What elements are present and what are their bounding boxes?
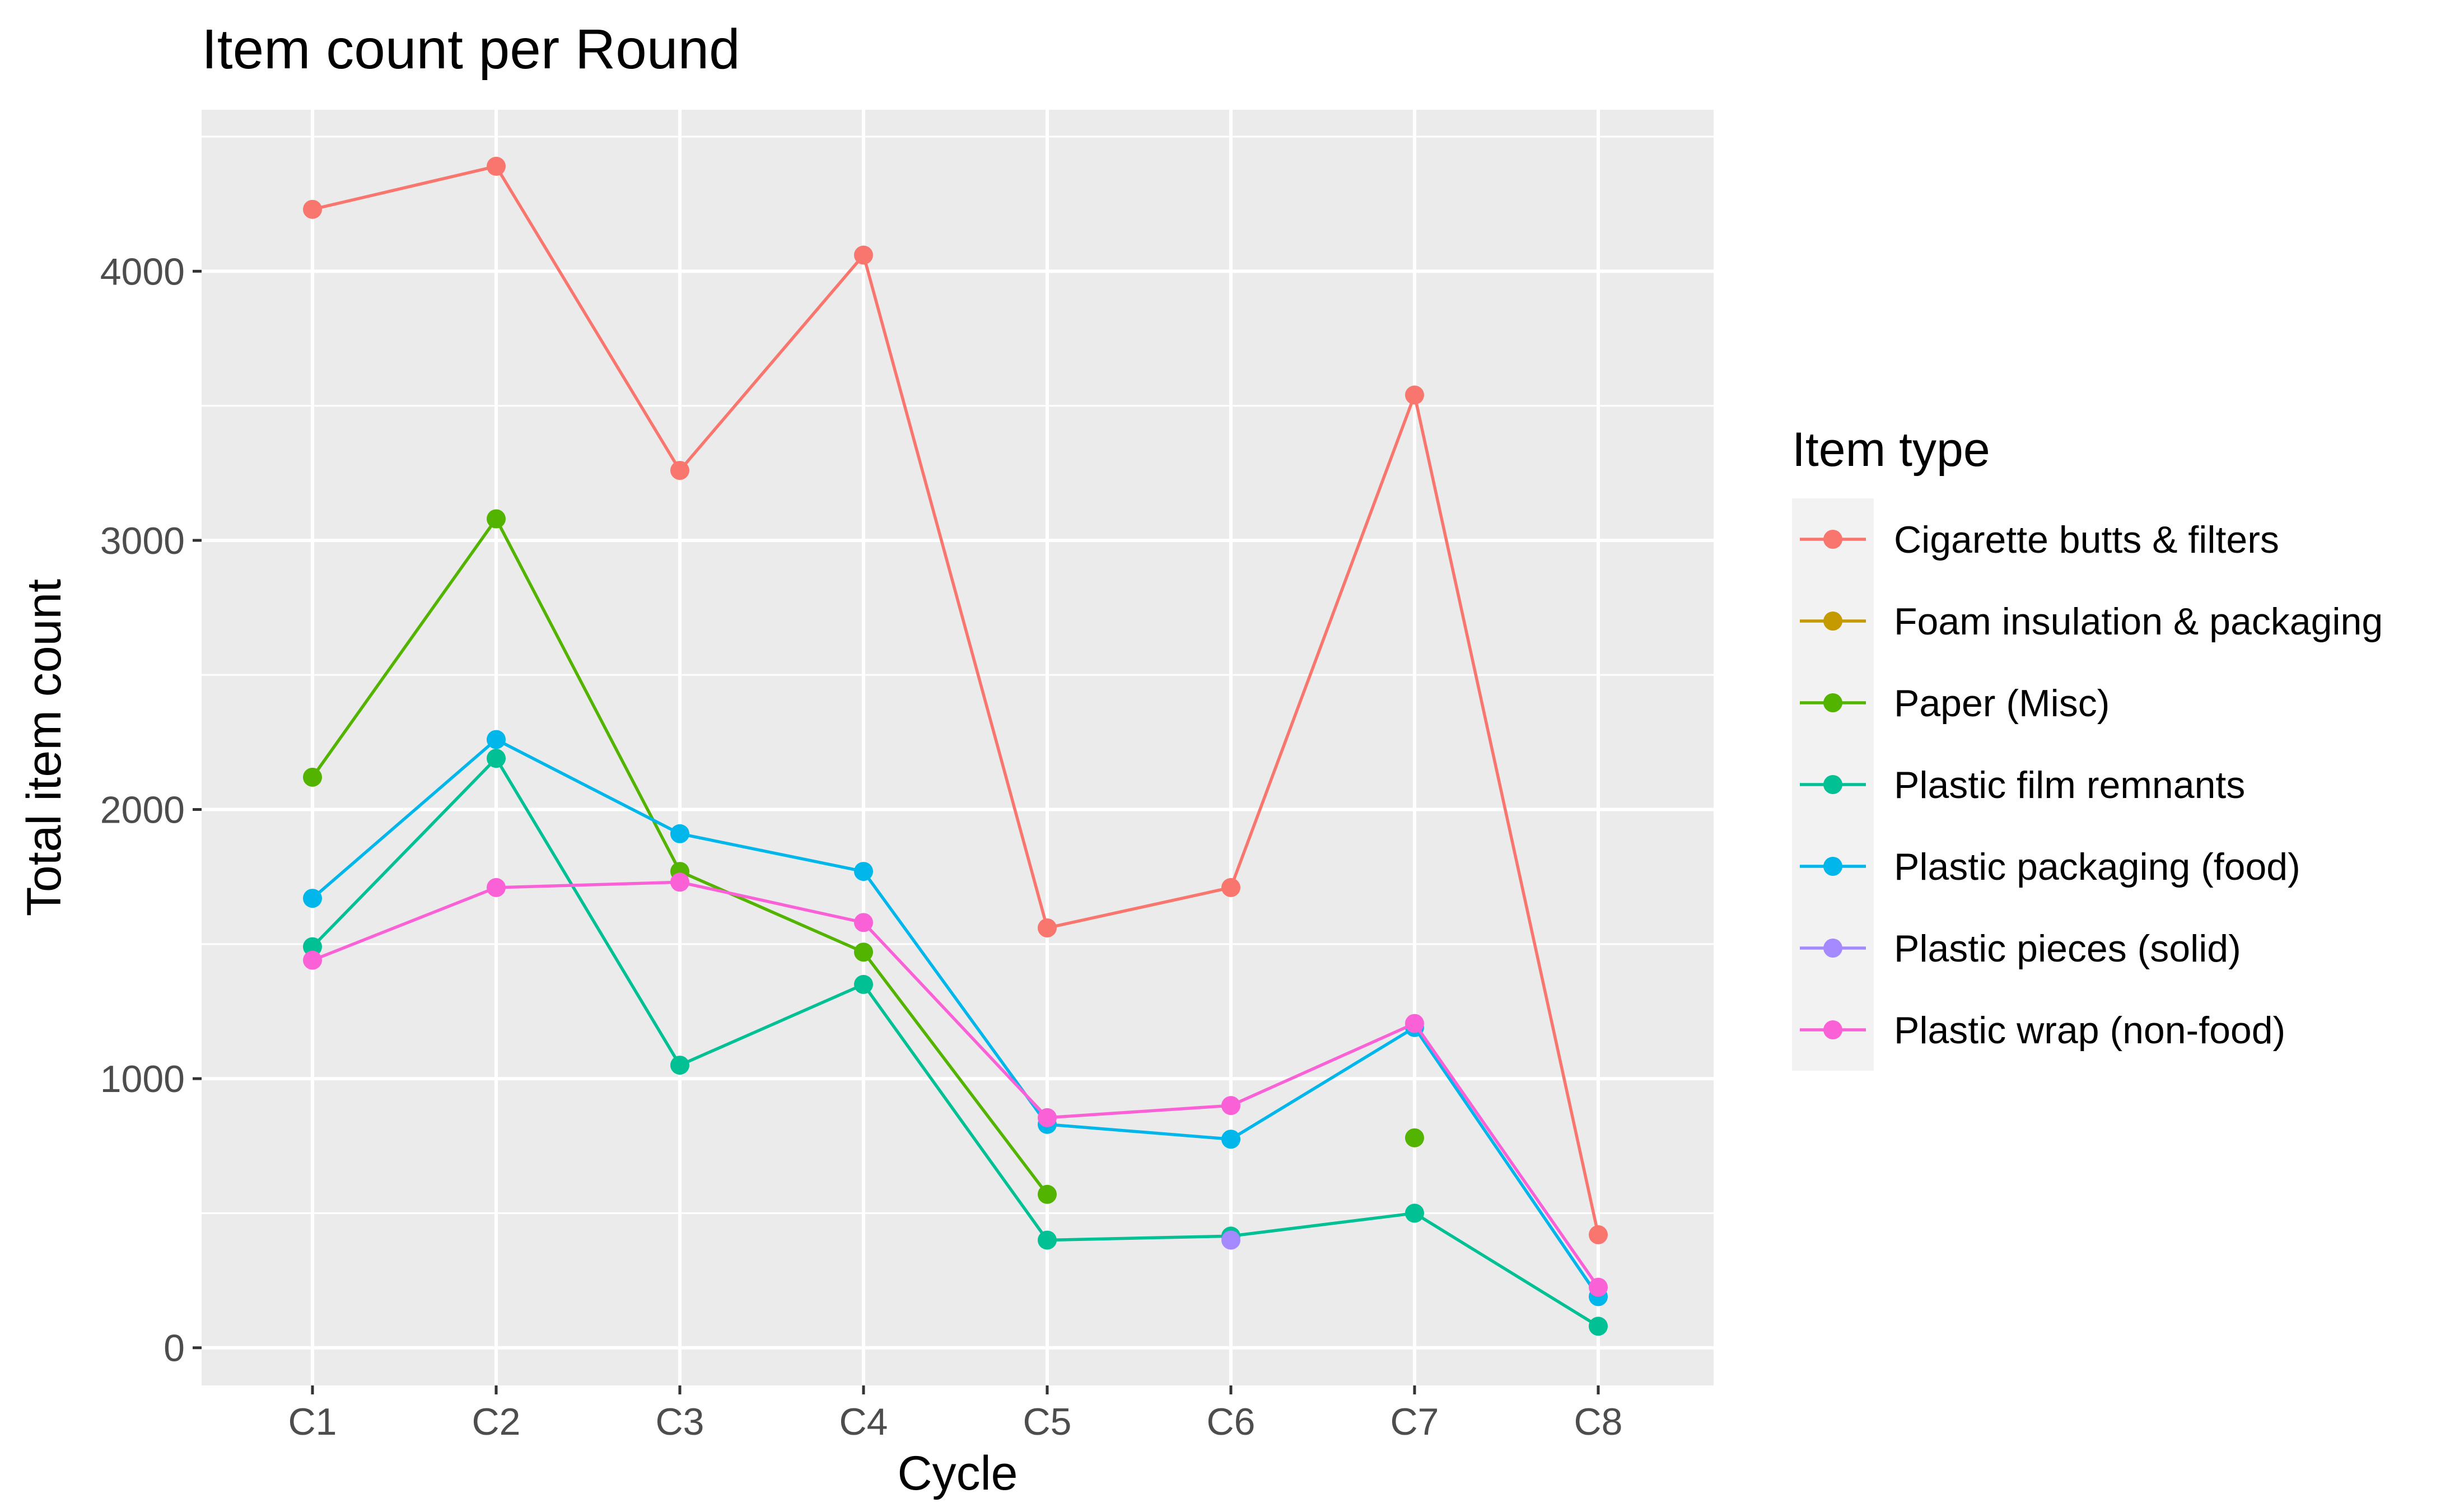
data-point: [487, 509, 506, 529]
data-point: [854, 245, 873, 265]
y-tick-label: 0: [164, 1327, 185, 1370]
data-point: [487, 730, 506, 749]
data-point: [487, 878, 506, 897]
data-point: [854, 942, 873, 962]
x-tick-label: C3: [656, 1401, 704, 1443]
x-tick-label: C8: [1574, 1401, 1623, 1443]
legend-key-point: [1823, 939, 1842, 958]
legend-item: Plastic packaging (food): [1800, 846, 2300, 888]
data-point: [1405, 1203, 1424, 1223]
data-point: [487, 749, 506, 768]
data-point: [854, 913, 873, 932]
data-point: [1038, 1108, 1057, 1127]
series-line: [311, 880, 1600, 1289]
legend-key-point: [1823, 1020, 1842, 1039]
data-point: [854, 974, 873, 994]
data-point: [670, 824, 689, 843]
legend-item: Plastic wrap (non-food): [1800, 1009, 2285, 1052]
minor-gridlines: [202, 136, 1714, 1214]
series-5: [1221, 1230, 1240, 1250]
legend-item: Paper (Misc): [1800, 682, 2110, 725]
x-tick-label: C7: [1390, 1401, 1439, 1443]
legend-key-point: [1823, 612, 1842, 631]
data-point: [1405, 385, 1424, 405]
data-point: [1038, 918, 1057, 937]
data-point: [1405, 1014, 1424, 1033]
legend-label: Plastic film remnants: [1894, 764, 2245, 806]
series-layer: [303, 156, 1608, 1336]
x-tick-label: C2: [472, 1401, 521, 1443]
data-point: [1221, 878, 1240, 897]
series-line: [312, 165, 1600, 1235]
data-point: [1221, 1130, 1240, 1149]
legend-label: Cigarette butts & filters: [1894, 519, 2279, 561]
legend-item: Plastic pieces (solid): [1800, 927, 2241, 970]
data-point: [854, 862, 873, 881]
y-tick-label: 1000: [100, 1058, 185, 1100]
legend-item: Foam insulation & packaging: [1800, 600, 2383, 643]
y-tick-label: 3000: [100, 520, 185, 562]
data-point: [1589, 1225, 1608, 1244]
data-point: [670, 1056, 689, 1075]
series-6: [303, 872, 1608, 1297]
plot-panel: [202, 110, 1714, 1385]
legend-key-point: [1823, 857, 1842, 876]
series-0: [303, 156, 1608, 1244]
x-tick-label: C1: [288, 1401, 337, 1443]
data-point: [1589, 1277, 1608, 1297]
y-tick-label: 4000: [100, 250, 185, 293]
data-point: [303, 767, 322, 787]
x-tick-label: C4: [839, 1401, 888, 1443]
major-gridlines: [202, 110, 1714, 1385]
legend-key-point: [1823, 775, 1842, 794]
y-axis-title: Total item count: [17, 579, 71, 916]
legend-key-point: [1823, 530, 1842, 549]
y-axis: 0 1000 2000 3000 4000: [100, 250, 202, 1370]
data-point: [1221, 1230, 1240, 1250]
legend-label: Plastic pieces (solid): [1894, 927, 2241, 970]
data-point: [1038, 1184, 1057, 1204]
data-point: [303, 889, 322, 908]
legend-label: Paper (Misc): [1894, 682, 2110, 725]
data-point: [303, 950, 322, 970]
chart-title: Item count per Round: [202, 18, 740, 81]
x-axis: C1 C2 C3 C4 C5 C6 C7 C8: [288, 1385, 1623, 1443]
data-point: [1405, 1128, 1424, 1147]
data-point: [670, 872, 689, 892]
series-line: [311, 738, 1600, 1298]
series-line: [311, 757, 1599, 1328]
data-point: [303, 199, 322, 219]
data-point: [1221, 1096, 1240, 1116]
data-point: [487, 156, 506, 176]
series-3: [303, 749, 1608, 1336]
data-point: [670, 460, 689, 480]
legend-label: Plastic wrap (non-food): [1894, 1009, 2285, 1052]
legend-item: Cigarette butts & filters: [1800, 519, 2279, 561]
y-tick-label: 2000: [100, 789, 185, 832]
legend-label: Plastic packaging (food): [1894, 846, 2300, 888]
legend-key-point: [1823, 693, 1842, 712]
legend: Item type Cigarette butts & filters Foam …: [1792, 423, 2383, 1071]
legend-item: Plastic film remnants: [1800, 764, 2245, 806]
legend-label: Foam insulation & packaging: [1894, 600, 2383, 643]
x-axis-title: Cycle: [897, 1446, 1018, 1500]
data-point: [303, 937, 322, 956]
data-point: [1589, 1317, 1608, 1336]
legend-title: Item type: [1792, 423, 1990, 477]
data-point: [1038, 1230, 1057, 1250]
x-tick-label: C5: [1023, 1401, 1072, 1443]
x-tick-label: C6: [1207, 1401, 1256, 1443]
